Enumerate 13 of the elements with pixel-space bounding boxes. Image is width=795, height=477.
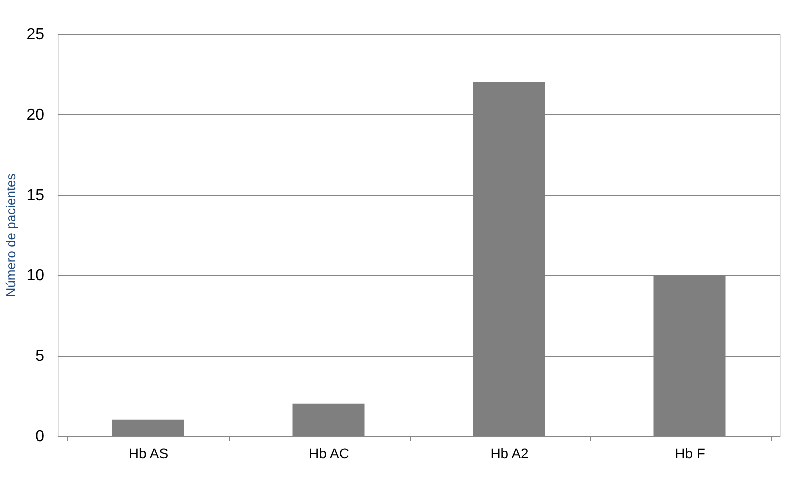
x-tick-label: Hb AC bbox=[309, 446, 350, 462]
y-tick-label: 10 bbox=[26, 268, 45, 285]
x-tick-label: Hb A2 bbox=[490, 446, 530, 462]
y-tick-label: 0 bbox=[36, 428, 45, 446]
x-tick-label: Hb AS bbox=[128, 446, 169, 462]
y-tick-label: 5 bbox=[36, 348, 45, 366]
x-tick-label: Hb F bbox=[675, 446, 706, 462]
y-tick-label: 25 bbox=[26, 26, 45, 44]
y-axis-title: Número de pacientes bbox=[4, 173, 19, 298]
bar bbox=[292, 404, 365, 436]
y-tick-label: 20 bbox=[26, 106, 45, 124]
bar bbox=[112, 420, 184, 436]
y-tick-label: 15 bbox=[26, 187, 45, 204]
